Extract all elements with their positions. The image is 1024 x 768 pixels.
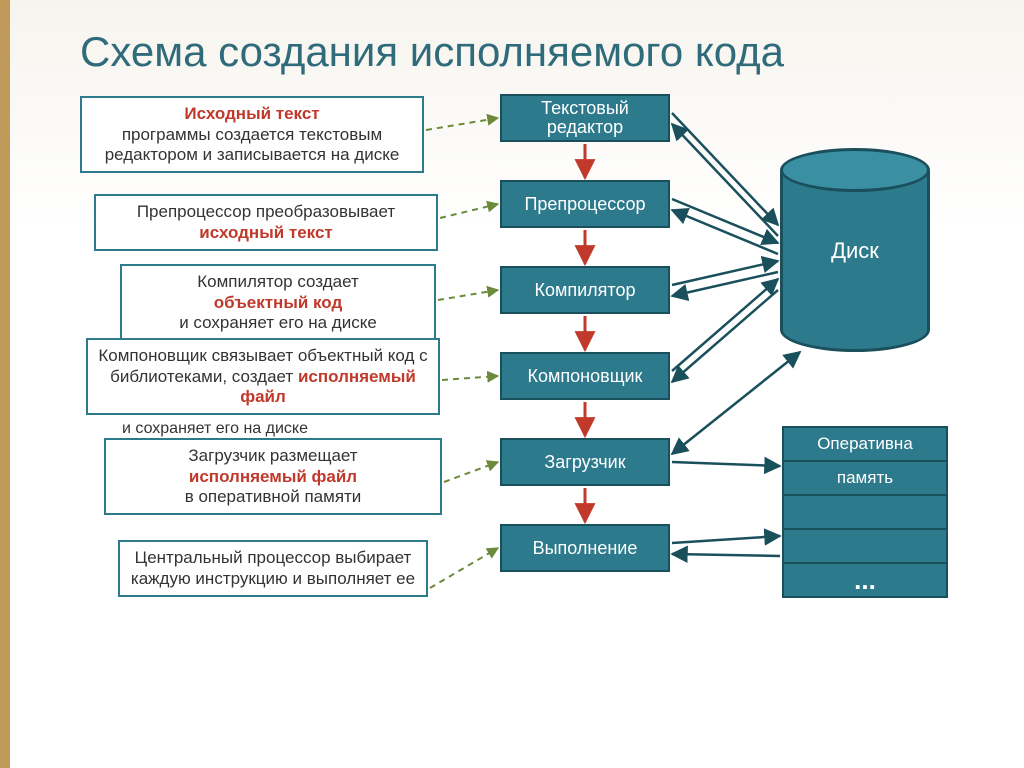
callout-box: Препроцессор преобразовываетисходный тек… <box>94 194 438 251</box>
accent-bar <box>0 0 10 768</box>
callout-box: Исходный текстпрограммы создается тексто… <box>80 96 424 173</box>
callout-box: Загрузчик размещаетисполняемый файлв опе… <box>104 438 442 515</box>
stage-box: Загрузчик <box>500 438 670 486</box>
memory-cell <box>782 494 948 530</box>
disk-cylinder: Диск <box>780 150 930 352</box>
disk-label: Диск <box>831 238 879 264</box>
memory-cell: Оперативна <box>782 426 948 462</box>
memory-cell: память <box>782 460 948 496</box>
slide: Схема создания исполняемого кода Исходн <box>0 0 1024 768</box>
disk-top <box>780 148 930 192</box>
callout-box: Компоновщик связывает объектный код с би… <box>86 338 440 415</box>
stage-box: Препроцессор <box>500 180 670 228</box>
stage-box: Текстовый редактор <box>500 94 670 142</box>
callout-box: Центральный процессор выбирает каждую ин… <box>118 540 428 597</box>
stage-box: Компилятор <box>500 266 670 314</box>
callout-box: Компилятор создаетобъектный коди сохраня… <box>120 264 436 341</box>
page-title: Схема создания исполняемого кода <box>80 28 964 76</box>
stage-box: Выполнение <box>500 524 670 572</box>
diagram-canvas: Исходный текстпрограммы создается тексто… <box>80 90 960 680</box>
memory-stack: Оперативнапамять... <box>782 426 948 596</box>
memory-cell <box>782 528 948 564</box>
callout-overflow-text: и сохраняет его на диске <box>122 420 308 438</box>
memory-cell: ... <box>782 562 948 598</box>
stage-box: Компоновщик <box>500 352 670 400</box>
